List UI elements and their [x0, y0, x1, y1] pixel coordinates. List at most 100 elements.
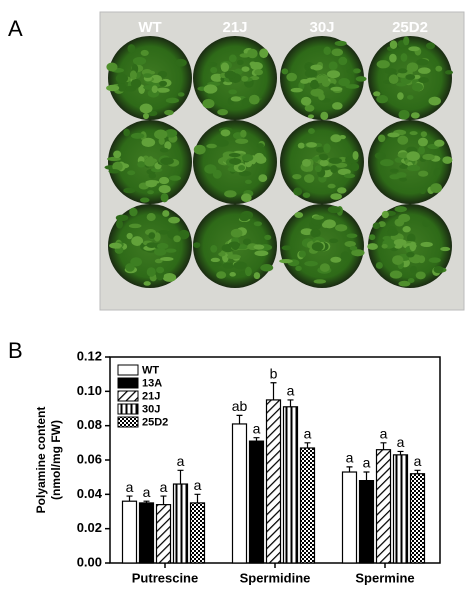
- leaf: [106, 84, 120, 92]
- leaf: [416, 58, 429, 66]
- leaf: [224, 70, 236, 79]
- leaf: [241, 154, 254, 162]
- leaf: [313, 279, 327, 284]
- leaf: [146, 267, 156, 277]
- leaf: [323, 219, 336, 229]
- leaf: [260, 264, 274, 272]
- leaf: [398, 280, 411, 287]
- leaf: [250, 61, 263, 71]
- leaf: [346, 233, 358, 239]
- leaf: [117, 82, 127, 92]
- leaf: [210, 66, 218, 74]
- leaf: [132, 56, 147, 66]
- leaf: [409, 241, 417, 252]
- leaf: [338, 56, 348, 66]
- leaf: [206, 143, 217, 149]
- leaf: [241, 66, 250, 72]
- leaf: [126, 232, 133, 240]
- leaf: [159, 80, 168, 87]
- leaf: [137, 161, 146, 168]
- error-bar: [143, 500, 150, 503]
- leaf: [123, 187, 136, 194]
- leaf: [237, 244, 248, 250]
- bar: [155, 504, 172, 564]
- leaf: [290, 87, 303, 93]
- x-tick-label: Spermine: [355, 570, 414, 585]
- leaf: [399, 164, 409, 169]
- leaf: [300, 78, 310, 84]
- leaf: [339, 135, 346, 140]
- leaf: [253, 221, 263, 227]
- significance-letter: ab: [232, 398, 248, 414]
- leaf: [238, 165, 246, 171]
- error-bar: [397, 450, 404, 455]
- leaf: [165, 248, 177, 253]
- leaf: [400, 53, 408, 62]
- leaf: [389, 53, 397, 63]
- leaf: [422, 219, 431, 228]
- legend-swatch: [117, 364, 139, 376]
- leaf: [128, 223, 142, 229]
- leaf: [349, 245, 358, 251]
- leaf: [160, 192, 169, 203]
- leaf: [235, 138, 249, 144]
- leaf: [328, 61, 338, 71]
- leaf: [300, 228, 313, 236]
- leaf: [156, 87, 170, 93]
- error-bar: [304, 442, 311, 448]
- leaf: [419, 187, 426, 195]
- leaf: [156, 266, 165, 274]
- leaf: [345, 84, 360, 89]
- leaf: [434, 139, 445, 147]
- bar: [341, 471, 358, 564]
- bar: [282, 406, 299, 564]
- error-bar: [126, 495, 133, 502]
- leaf: [108, 169, 120, 174]
- leaf: [158, 184, 171, 194]
- leaf: [142, 112, 150, 120]
- panel-label: B: [8, 338, 23, 363]
- leaf: [320, 111, 329, 121]
- bar: [189, 502, 206, 564]
- leaf: [229, 158, 242, 165]
- leaf: [230, 96, 242, 102]
- leaf: [397, 92, 404, 100]
- bar: [172, 483, 189, 564]
- bar: [392, 454, 409, 564]
- photo-label: WT: [138, 19, 161, 36]
- leaf: [334, 162, 348, 168]
- leaf: [220, 62, 230, 73]
- leaf: [147, 190, 155, 195]
- leaf: [115, 73, 129, 84]
- leaf: [425, 42, 436, 50]
- leaf: [328, 157, 342, 164]
- leaf: [173, 235, 181, 243]
- leaf: [408, 46, 420, 52]
- leaf: [405, 74, 416, 80]
- leaf: [204, 164, 217, 174]
- leaf: [392, 255, 404, 265]
- leaf: [159, 147, 169, 153]
- leaf: [215, 139, 229, 147]
- significance-letter: b: [270, 365, 278, 381]
- leaf: [130, 132, 145, 139]
- x-tick-label: Spermidine: [240, 570, 311, 585]
- leaf: [376, 60, 390, 69]
- leaf: [304, 69, 318, 78]
- legend-swatch: [117, 403, 139, 415]
- leaf: [286, 72, 298, 82]
- leaf: [388, 74, 399, 84]
- leaf: [174, 58, 187, 67]
- leaf: [411, 83, 424, 92]
- leaf: [164, 141, 172, 150]
- leaf: [281, 68, 289, 75]
- leaf: [323, 143, 331, 154]
- leaf: [330, 86, 343, 92]
- leaf: [129, 70, 137, 80]
- bar: [121, 500, 138, 564]
- leaf: [330, 193, 342, 200]
- leaf: [238, 271, 247, 276]
- leaf: [306, 142, 318, 148]
- leaf: [444, 70, 453, 75]
